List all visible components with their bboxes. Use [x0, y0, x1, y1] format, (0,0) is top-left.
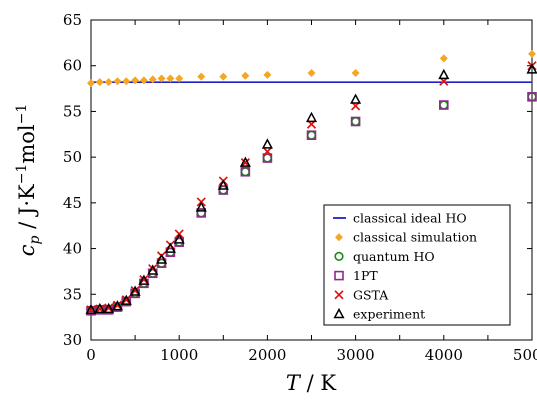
data-point: [138, 274, 150, 285]
legend-item: classical simulation: [335, 230, 477, 245]
data-point: [438, 68, 450, 80]
x-tick-label: 1000: [160, 346, 198, 364]
legend-label: quantum HO: [353, 249, 435, 264]
y-tick-label: 55: [63, 102, 82, 120]
x-tick-label: 5000: [513, 346, 537, 364]
y-tick-label: 45: [63, 194, 82, 212]
data-point: [240, 167, 250, 177]
x-axis-title: T / K: [286, 371, 336, 395]
y-tick-label: 30: [63, 331, 82, 349]
data-point: [263, 70, 272, 79]
x-tick-label: 3000: [337, 346, 375, 364]
legend-swatch: [334, 270, 344, 281]
y-tick-label: 60: [63, 57, 82, 75]
data-point: [85, 303, 97, 315]
legend-label: 1PT: [353, 268, 378, 283]
legend-items: classical ideal HO classical simulation qu…: [333, 211, 477, 322]
legend-swatch: [334, 290, 344, 300]
data-point: [94, 302, 106, 314]
data-point: [351, 116, 361, 127]
data-point: [148, 75, 157, 84]
data-point: [239, 156, 251, 167]
legend-swatch: [335, 233, 343, 242]
legend-item: 1PT: [334, 268, 378, 283]
data-point: [195, 201, 207, 212]
data-point: [87, 79, 95, 88]
y-tick-label: 35: [63, 285, 82, 303]
data-point: [350, 116, 361, 127]
data-point: [173, 233, 185, 244]
series-experiment: [85, 63, 537, 315]
y-tick-label: 65: [63, 11, 82, 29]
series-1pt: [86, 92, 537, 316]
series-layer: [85, 49, 537, 316]
x-tick-label: 2000: [248, 346, 286, 364]
data-point: [95, 304, 105, 314]
data-point: [528, 49, 536, 58]
data-point: [219, 72, 228, 81]
data-point: [307, 69, 316, 78]
legend-label: GSTA: [353, 287, 389, 302]
data-point: [120, 294, 132, 305]
data-point: [166, 74, 175, 83]
legend: classical ideal HO classical simulation qu…: [323, 204, 511, 326]
axis-ticks: 0 1000 2000 3000 4000 5000 30 35 40 45 50 55 60 65: [63, 11, 537, 364]
data-point: [438, 100, 449, 110]
legend-item: experiment: [333, 307, 425, 322]
data-point: [526, 63, 537, 74]
legend-box: [323, 204, 511, 326]
y-axis-title: cp / J·K−1mol−1: [14, 104, 43, 257]
data-point: [197, 72, 206, 81]
y-tick-label: 50: [63, 148, 82, 166]
data-point: [240, 158, 250, 168]
data-point: [350, 93, 362, 104]
data-point: [122, 77, 131, 86]
y-tick-label: 40: [63, 240, 82, 258]
data-point: [139, 76, 148, 85]
legend-item: GSTA: [334, 287, 389, 302]
data-point: [86, 305, 96, 315]
data-point: [305, 111, 318, 123]
data-point: [147, 264, 159, 275]
data-point: [439, 100, 449, 110]
data-point: [351, 69, 360, 78]
data-point: [131, 76, 140, 85]
data-point: [103, 302, 115, 314]
legend-swatch: [334, 251, 344, 261]
legend-swatch: [333, 307, 345, 319]
legend-label: classical simulation: [353, 230, 477, 245]
data-point: [156, 253, 168, 264]
data-point: [95, 78, 104, 87]
data-point: [240, 166, 251, 177]
data-point: [217, 179, 229, 190]
data-point: [104, 78, 113, 87]
legend-label: classical ideal HO: [353, 211, 467, 226]
data-point: [111, 300, 124, 311]
data-point: [261, 138, 273, 149]
data-point: [439, 54, 448, 63]
legend-item: quantum HO: [334, 249, 435, 264]
series-classical-simulation: [87, 49, 536, 88]
data-point: [241, 71, 250, 80]
data-point: [527, 92, 537, 102]
data-point: [175, 74, 184, 83]
data-point: [113, 77, 122, 86]
data-point: [262, 147, 273, 157]
legend-item: classical ideal HO: [333, 211, 467, 226]
data-point: [157, 74, 166, 83]
x-tick-label: 4000: [425, 346, 463, 364]
data-point: [262, 153, 273, 163]
data-point: [196, 208, 207, 218]
data-point: [129, 285, 141, 296]
legend-label: experiment: [353, 307, 425, 322]
data-point: [306, 130, 317, 140]
data-point: [164, 242, 176, 253]
data-point: [306, 130, 317, 140]
data-point: [218, 185, 229, 195]
x-tick-label: 0: [86, 346, 96, 364]
